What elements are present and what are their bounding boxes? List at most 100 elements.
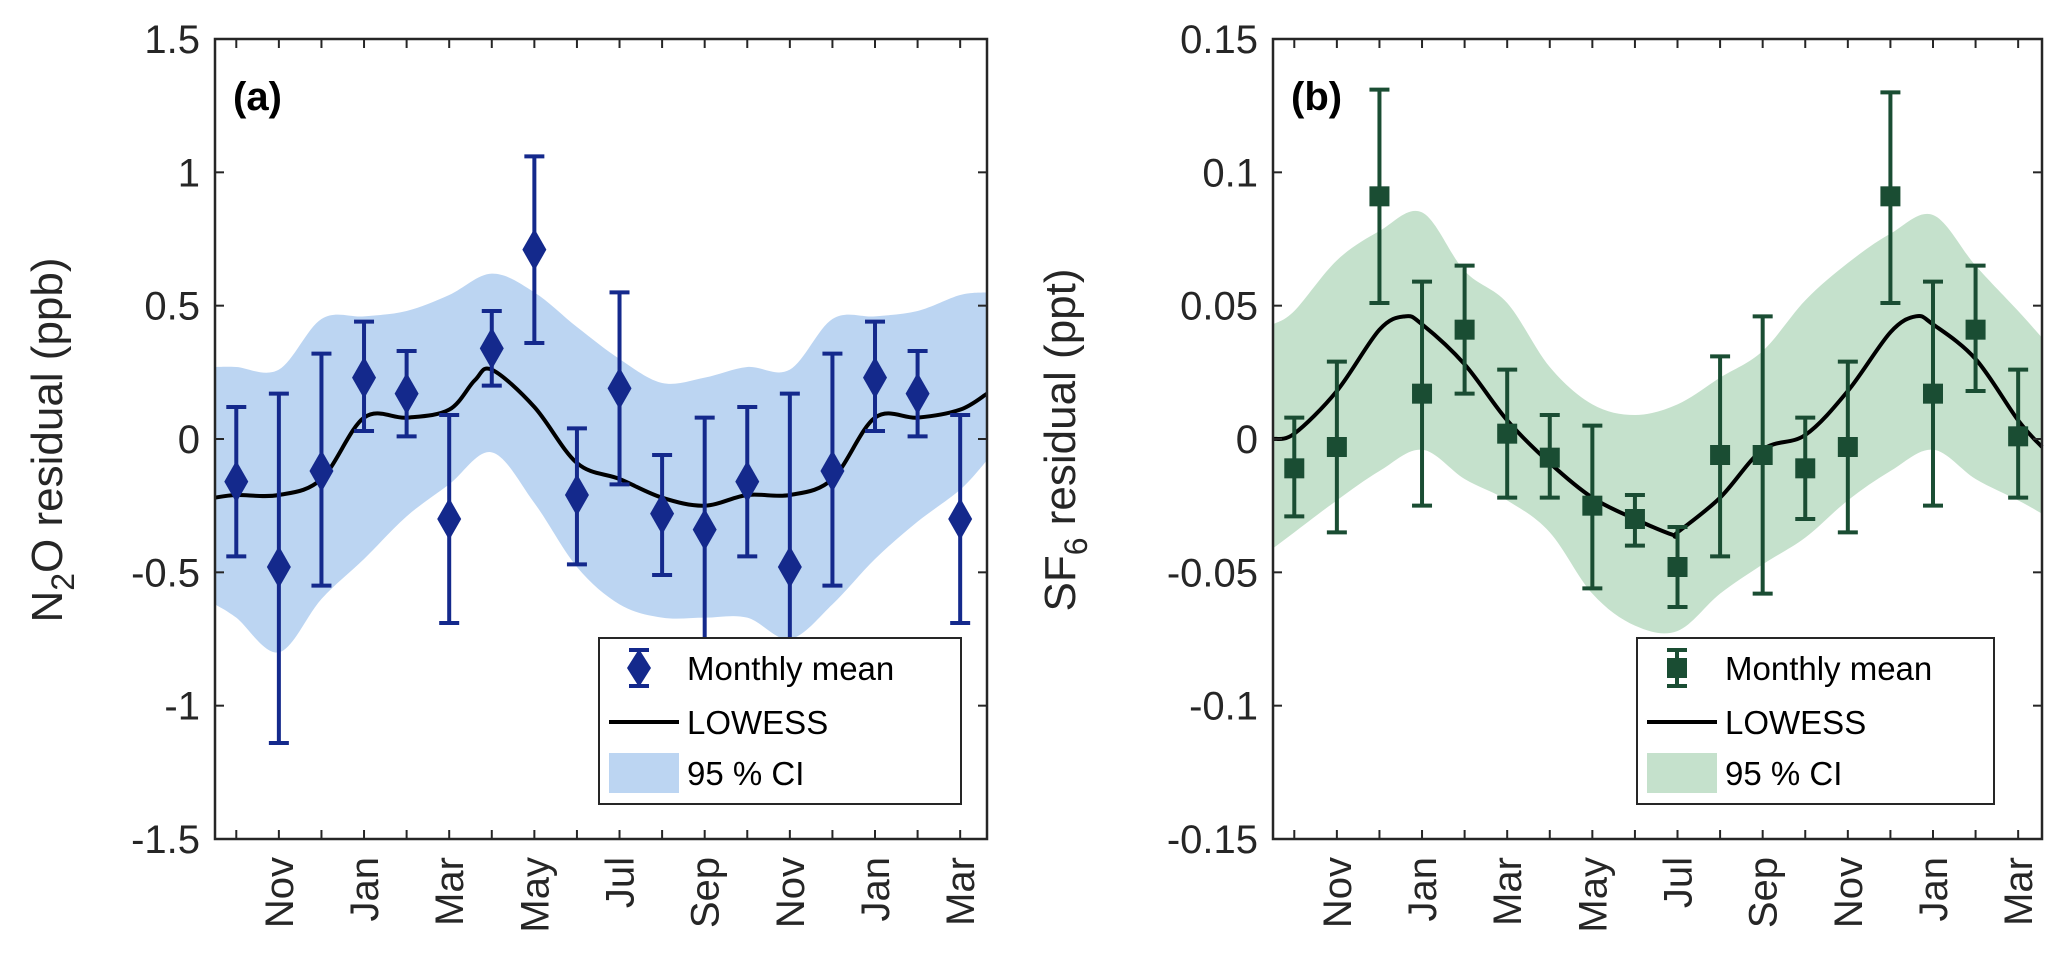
y-tick-label: -0.1 <box>1189 685 1258 729</box>
square-marker <box>1752 445 1773 465</box>
legend-square-icon <box>1667 658 1687 678</box>
square-marker <box>1880 186 1901 207</box>
y-tick-label: -1.5 <box>131 818 200 862</box>
x-tick-label: Mar <box>1997 857 2041 926</box>
monthly-mean-point <box>1624 493 1645 548</box>
monthly-mean-point <box>2008 367 2029 500</box>
x-tick-label: Nov <box>1827 857 1871 928</box>
x-tick-label: Jul <box>1657 857 1701 908</box>
y-tick-label: 0.1 <box>1202 151 1258 195</box>
monthly-mean-point <box>1326 359 1347 535</box>
square-marker <box>1284 458 1305 479</box>
x-tick-label: Sep <box>1742 857 1786 928</box>
legend-item-lowess: LOWESS <box>1647 704 1866 741</box>
legend-label: 95 % CI <box>687 755 804 792</box>
monthly-mean-point <box>309 351 334 588</box>
axes-frame <box>1271 37 2044 841</box>
y-tick-labels: -1.5 -1 -0.5 0 0.5 1 1.5 <box>131 18 200 862</box>
x-tick-label: Jan <box>1912 857 1956 922</box>
diamond-marker <box>309 450 334 492</box>
panel-b-sf6: -0.15 -0.1 -0.05 0 0.05 0.1 0.15 Nov Jan Mar May J… <box>1036 18 2044 933</box>
diamond-marker <box>522 228 547 271</box>
x-tick-label: Jan <box>343 857 387 922</box>
square-marker <box>1369 186 1390 207</box>
square-marker <box>1965 319 1986 340</box>
diamond-marker <box>905 372 930 415</box>
monthly-mean-point <box>1837 359 1858 535</box>
monthly-mean-point <box>948 413 973 625</box>
y-axis-title: SF6 residual (ppt) <box>1036 268 1094 611</box>
legend-item-ci: 95 % CI <box>609 753 804 793</box>
monthly-mean-point <box>863 319 888 433</box>
legend-item-monthly-mean: Monthly mean <box>627 648 894 688</box>
diamond-marker <box>352 356 377 399</box>
monthly-mean-point <box>564 426 589 567</box>
panel-a-n2o: -1.5-1-0.500.511.5 Nov Jan Mar May Jul Sep Nov… <box>23 18 989 933</box>
monthly-mean-point <box>1922 279 1943 508</box>
square-marker <box>1667 557 1688 577</box>
monthly-mean-point <box>650 453 675 577</box>
square-marker <box>1624 509 1645 529</box>
square-marker <box>1795 458 1816 479</box>
x-tick-label: Mar <box>1486 857 1530 926</box>
monthly-mean-point <box>1795 415 1816 521</box>
diamond-marker <box>948 498 973 540</box>
monthly-mean-point <box>607 290 632 487</box>
monthly-mean-point <box>820 351 845 588</box>
diamond-marker <box>479 327 504 370</box>
square-marker <box>1326 437 1347 457</box>
x-tick-label: Mar <box>428 857 472 926</box>
x-tick-label: Jul <box>599 857 643 908</box>
lowess-line-layer <box>1272 314 2044 539</box>
y-tick-label: 0.5 <box>144 285 200 329</box>
square-marker <box>1412 383 1433 404</box>
square-marker <box>1454 319 1475 340</box>
legend-label: 95 % CI <box>1725 755 1842 792</box>
legend-diamond-icon <box>627 649 651 687</box>
diamond-marker <box>437 498 462 540</box>
diamond-marker <box>692 508 717 551</box>
legend: Monthly mean LOWESS 95 % CI <box>1636 637 1995 805</box>
diamond-marker <box>777 546 802 588</box>
legend-label: Monthly mean <box>1725 650 1932 687</box>
x-tick-label: Jan <box>854 857 898 922</box>
monthly-mean-point <box>1710 354 1731 559</box>
lowess-line <box>1272 314 2044 539</box>
legend-label: LOWESS <box>1725 704 1866 741</box>
legend-band-icon <box>1647 753 1717 793</box>
axes-frame <box>213 37 989 841</box>
diamond-marker <box>394 372 419 415</box>
y-axis-title: N2O residual (ppb) <box>23 257 81 622</box>
monthly-mean-point <box>1539 413 1560 500</box>
y-tick-label: 0 <box>178 418 200 462</box>
x-tick-label: Nov <box>769 857 813 928</box>
square-marker <box>1539 447 1560 468</box>
monthly-mean-point <box>437 413 462 625</box>
y-tick-label: 1 <box>178 151 200 195</box>
monthly-mean-point <box>1965 263 1986 393</box>
panel-label: (a) <box>233 75 282 119</box>
monthly-mean-point <box>1880 90 1901 305</box>
monthly-mean-point <box>1284 415 1305 519</box>
legend-item-ci: 95 % CI <box>1647 753 1842 793</box>
square-marker <box>2008 426 2029 447</box>
ci-band <box>215 273 987 653</box>
y-tick-label: 1.5 <box>144 18 200 62</box>
x-tick-label: Sep <box>684 857 728 928</box>
legend-label: LOWESS <box>687 704 828 741</box>
square-marker <box>1497 423 1518 444</box>
monthly-mean-point <box>1369 87 1390 305</box>
y-tick-label: -0.05 <box>1167 551 1258 595</box>
x-tick-label: Nov <box>258 857 302 928</box>
y-tick-label: -0.5 <box>131 551 200 595</box>
x-tick-labels: Nov Jan Mar May Jul Sep Nov Jan Mar <box>1316 857 2041 933</box>
ci-band-layer <box>215 273 987 653</box>
x-tick-labels: Nov Jan Mar May Jul Sep Nov Jan Mar <box>258 857 983 933</box>
monthly-mean-point <box>1454 263 1475 396</box>
legend-item-monthly-mean: Monthly mean <box>1667 648 1932 688</box>
diamond-marker <box>650 492 675 535</box>
y-tick-label: 0.05 <box>1180 285 1258 329</box>
diamond-marker <box>820 450 845 492</box>
square-marker <box>1582 495 1603 516</box>
